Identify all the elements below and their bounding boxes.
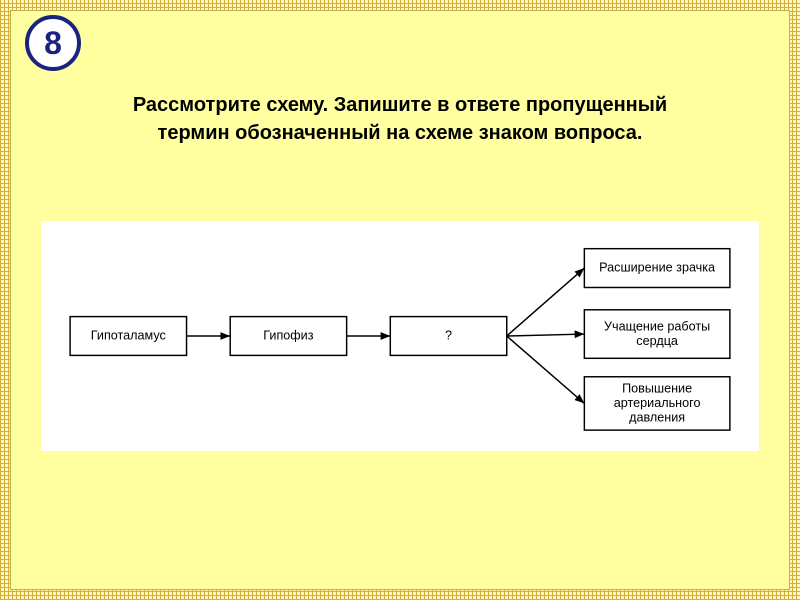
- flowchart-node-label: ?: [445, 328, 452, 342]
- diagram-container: Гипоталамус Гипофиз? Расширение зрачка Учащ…: [41, 221, 759, 451]
- flowchart-arrow: [507, 268, 585, 336]
- question-line-2: термин обозначенный на схеме знаком вопр…: [51, 119, 749, 147]
- question-line-1: Рассмотрите схему. Запишите в ответе про…: [51, 91, 749, 119]
- flowchart-node-label: Гипоталамус: [91, 328, 166, 342]
- slide: 8 Рассмотрите схему. Запишите в ответе п…: [10, 10, 790, 590]
- flowchart-arrow: [507, 336, 585, 403]
- flowchart-arrow: [507, 334, 585, 336]
- flowchart-node-label: Повышение: [622, 381, 692, 395]
- flowchart-node-label: артериального: [614, 396, 701, 410]
- question-number-badge: 8: [25, 15, 81, 71]
- question-text: Рассмотрите схему. Запишите в ответе про…: [51, 91, 749, 147]
- flowchart-node-label: Расширение зрачка: [599, 261, 716, 275]
- flowchart-node-label: Учащение работы: [604, 319, 710, 333]
- arrowhead-icon: [221, 332, 231, 340]
- flowchart-diagram: Гипоталамус Гипофиз? Расширение зрачка Учащ…: [41, 221, 759, 451]
- flowchart-node-label: сердца: [636, 334, 679, 348]
- arrowhead-icon: [575, 330, 585, 338]
- flowchart-node-label: Гипофиз: [263, 328, 313, 342]
- question-number: 8: [44, 25, 62, 62]
- flowchart-node-label: давления: [629, 410, 685, 424]
- arrowhead-icon: [381, 332, 391, 340]
